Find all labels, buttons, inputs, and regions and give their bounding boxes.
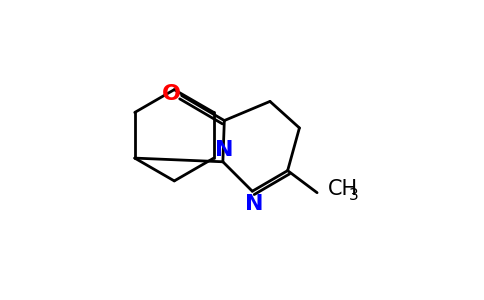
Text: CH: CH [327, 179, 358, 199]
Text: N: N [244, 194, 263, 214]
Text: 3: 3 [349, 188, 359, 202]
Text: N: N [215, 140, 234, 160]
Text: O: O [162, 84, 181, 104]
